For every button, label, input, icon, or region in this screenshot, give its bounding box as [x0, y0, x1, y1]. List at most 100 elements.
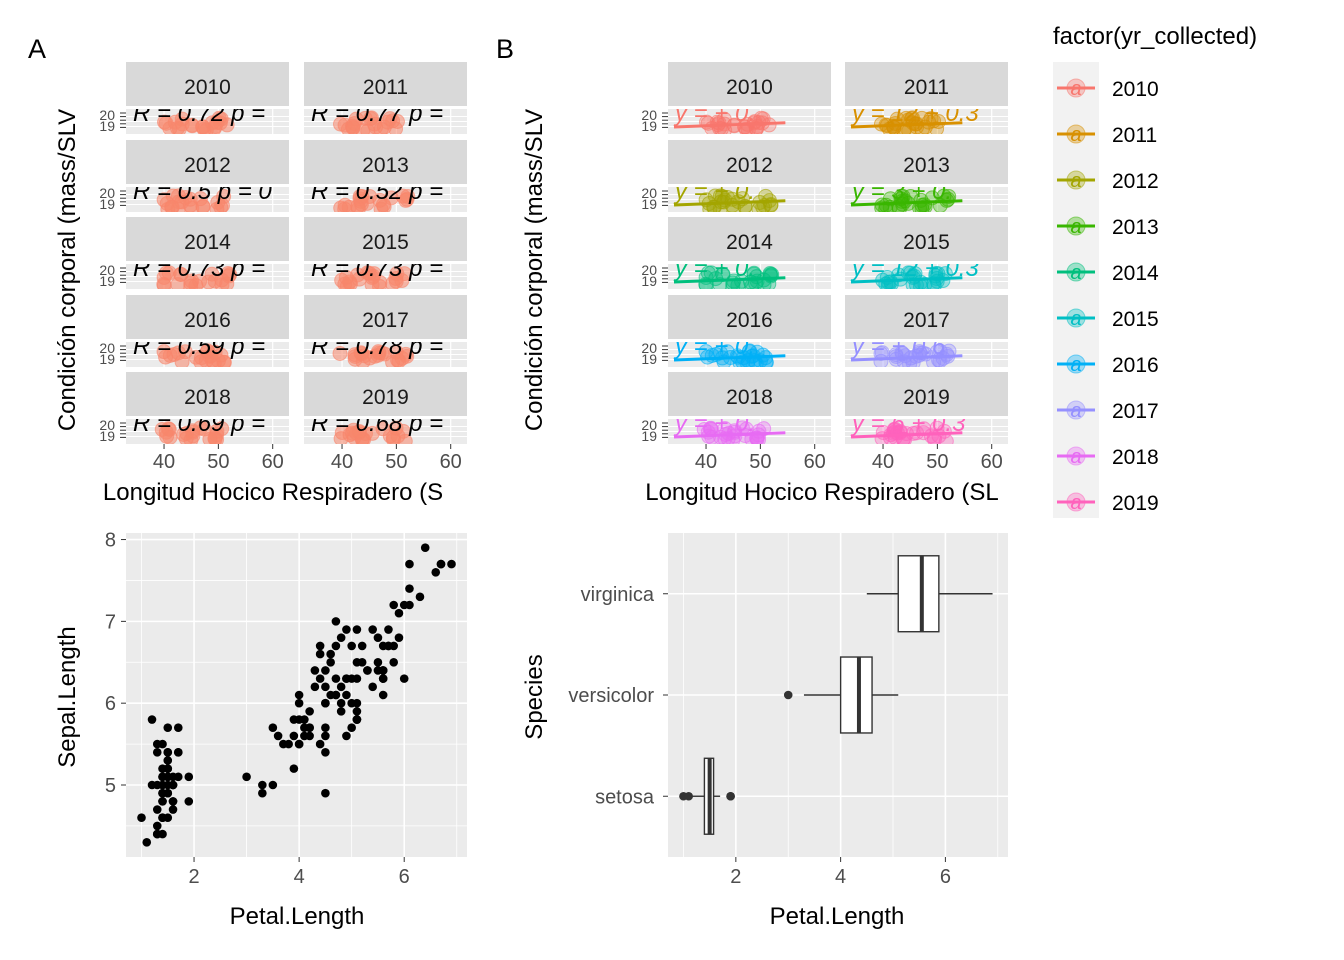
box-iqr — [839, 656, 873, 734]
x-tick-label: 60 — [440, 451, 462, 473]
data-point — [373, 121, 389, 134]
data-point — [321, 666, 330, 675]
data-point — [315, 739, 325, 749]
data-point — [195, 119, 211, 134]
x-tick-label: 50 — [749, 451, 771, 473]
facet-strip-label: 2010 — [726, 76, 773, 99]
legend-key-glyph: a — [1070, 492, 1081, 514]
y-tick-label: 5 — [105, 775, 116, 797]
facet-points: y = 12 + 0.3 — [850, 109, 979, 134]
data-point — [388, 420, 404, 436]
legend-label: 2010 — [1112, 78, 1159, 101]
panel-b-x-axis-title: Longitud Hocico Respiradero (SL — [645, 479, 999, 506]
x-tick-label: 4 — [294, 866, 305, 888]
data-point — [891, 267, 907, 283]
data-point — [202, 431, 218, 444]
panel-c-y-axis-title: Sepal.Length — [54, 626, 81, 767]
regression-line — [850, 354, 963, 362]
x-tick-label: 40 — [872, 451, 894, 473]
data-point — [258, 788, 267, 798]
x-tick-label: 2 — [188, 866, 199, 888]
data-point — [873, 345, 889, 361]
facet-strip-label: 2011 — [904, 76, 949, 99]
facet-annotation: R = 0.59 p = — [133, 333, 265, 360]
data-point — [346, 422, 362, 438]
data-point — [258, 780, 267, 790]
facet-annotation: R = 0.73 p = — [311, 255, 443, 282]
data-point — [163, 723, 173, 733]
y-tick-label: 20 — [641, 262, 657, 278]
facet-strip-label: 2012 — [184, 154, 231, 177]
regression-line — [850, 199, 963, 207]
x-tick-label: 60 — [981, 451, 1003, 473]
data-point — [405, 584, 414, 593]
panel-c-x-axis-title: Petal.Length — [230, 903, 365, 930]
facet-annotation: R = 0.68 p = — [311, 410, 443, 437]
y-tick-label: 20 — [99, 417, 115, 433]
facet-annotation: y = + 0. — [673, 178, 755, 205]
y-tick-label: 19 — [641, 428, 657, 444]
legend: a 2010 a 2011 a 2012 a 2013 a 2014 a 2015 a 2016 a 2017… — [1053, 62, 1159, 518]
facet-annotation: R = 0.52 p = — [311, 178, 443, 205]
data-point — [207, 273, 223, 289]
y-tick-label: 19 — [641, 273, 657, 289]
data-point — [184, 797, 194, 806]
data-point — [336, 633, 346, 643]
y-tick-label: virginica — [581, 584, 655, 606]
data-point — [394, 633, 404, 643]
regression-line — [673, 276, 786, 284]
data-point — [399, 674, 409, 683]
regression-line — [850, 431, 963, 439]
x-tick-label: 2 — [730, 866, 741, 888]
data-point — [362, 111, 378, 127]
data-point — [321, 788, 330, 798]
data-point — [305, 731, 314, 741]
data-point — [310, 682, 320, 692]
facet-strip — [126, 140, 289, 184]
facet-points: y = 6 + 0.3 — [850, 419, 966, 444]
legend-label: 2017 — [1112, 400, 1159, 423]
data-point — [350, 267, 366, 283]
y-tick-label: 20 — [99, 262, 115, 278]
facet-annotation: R = 0.73 p = — [133, 255, 265, 282]
facet-strip-label: 2018 — [184, 386, 231, 409]
facet-annotation: R = 0.77 p = — [311, 100, 443, 127]
panel-a-x-axis-title: Longitud Hocico Respiradero (S — [103, 479, 443, 506]
data-point — [300, 723, 309, 733]
data-point — [168, 797, 178, 806]
data-point — [388, 121, 404, 134]
legend-keys-background — [1053, 62, 1099, 518]
panel-b-y-axis-title: Condición corporal (mass/SLV — [521, 109, 548, 431]
data-point — [389, 657, 399, 667]
facet-strip-label: 2019 — [903, 386, 950, 409]
facet-annotation: y = + 0. — [673, 100, 755, 127]
data-point — [173, 747, 183, 757]
data-point — [221, 268, 237, 284]
legend-key-glyph: a — [1070, 216, 1081, 238]
legend-label: 2019 — [1112, 492, 1159, 515]
facet-strip — [304, 62, 467, 106]
facet-strip — [304, 372, 467, 416]
legend-key-glyph: a — [1070, 446, 1081, 468]
facet-annotation: y = + 0. — [673, 333, 755, 360]
box-outlier — [684, 791, 693, 801]
data-point — [305, 707, 314, 716]
data-point — [373, 657, 383, 667]
data-point — [420, 543, 430, 553]
data-point — [332, 345, 348, 361]
legend-key-glyph: a — [1070, 170, 1081, 192]
facet-strip-label: 2011 — [363, 76, 408, 99]
data-point — [242, 772, 251, 782]
facet-points: R = 0.77 p = — [311, 100, 443, 134]
facet-points: R = 0.68 p = — [311, 410, 443, 444]
data-point — [168, 772, 178, 782]
data-point — [152, 829, 162, 839]
data-point — [161, 265, 177, 281]
data-point — [431, 567, 441, 577]
data-point — [321, 723, 330, 733]
facet-strip-label: 2017 — [903, 309, 950, 332]
data-point — [168, 805, 178, 814]
x-tick-label: 40 — [153, 451, 175, 473]
regression-line — [673, 121, 786, 129]
facet-annotation: R = 0.5 p = 0 — [133, 178, 272, 205]
